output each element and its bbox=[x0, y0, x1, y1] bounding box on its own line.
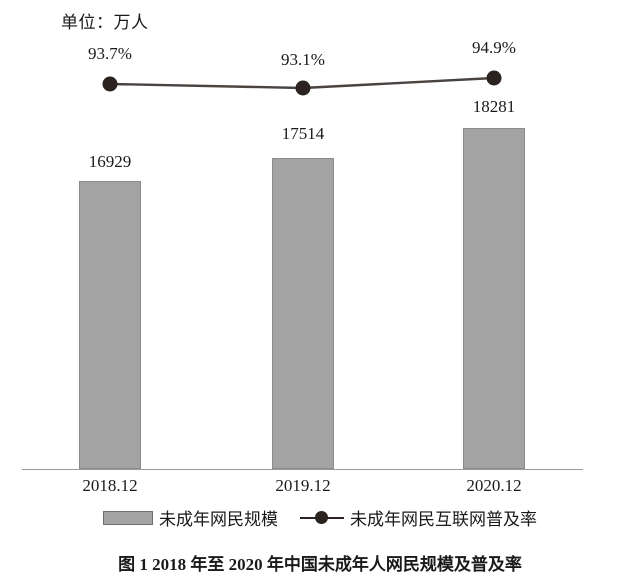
x-tick-label-2018-12: 2018.12 bbox=[82, 476, 138, 495]
legend-label-bar-series: 未成年网民规模 bbox=[159, 510, 278, 529]
pct-label-2019-12: 93.1% bbox=[281, 50, 325, 69]
line-series-layer bbox=[102, 70, 502, 96]
x-tick-label-2019-12: 2019.12 bbox=[275, 476, 331, 495]
x-tick-label-2020-12: 2020.12 bbox=[466, 476, 522, 495]
bar-value-label-2018-12: 16929 bbox=[88, 152, 132, 171]
bar-value-label-2019-12: 17514 bbox=[281, 124, 325, 143]
pct-label-2020-12: 94.9% bbox=[472, 38, 516, 57]
x-axis-line bbox=[22, 469, 583, 470]
line-marker-2018-12 bbox=[102, 76, 118, 92]
pct-label-2018-12: 93.7% bbox=[88, 44, 132, 63]
legend-swatch-icon bbox=[103, 510, 153, 525]
legend-line-marker-icon bbox=[300, 510, 344, 525]
legend-entry-line-series: 未成年网民互联网普及率 bbox=[300, 505, 537, 530]
bar-2019-12 bbox=[272, 158, 334, 469]
bar-value-label-2020-12: 18281 bbox=[472, 97, 516, 116]
bar-2018-12 bbox=[79, 181, 141, 469]
figure-caption: 图 1 2018 年至 2020 年中国未成年人网民规模及普及率 bbox=[118, 555, 522, 574]
legend-entry-bar-series: 未成年网民规模 bbox=[103, 505, 278, 530]
legend-label-line-series: 未成年网民互联网普及率 bbox=[350, 510, 537, 529]
unit-label: 单位：万人 bbox=[61, 13, 149, 32]
line-marker-2020-12 bbox=[486, 70, 502, 86]
bar-2020-12 bbox=[463, 128, 525, 469]
line-marker-2019-12 bbox=[295, 80, 311, 96]
plot-area: 16929 17514 18281 93.7% 93.1% 94.9% 2018… bbox=[22, 38, 583, 495]
chart-legend: 未成年网民规模 未成年网民互联网普及率 bbox=[0, 505, 640, 530]
